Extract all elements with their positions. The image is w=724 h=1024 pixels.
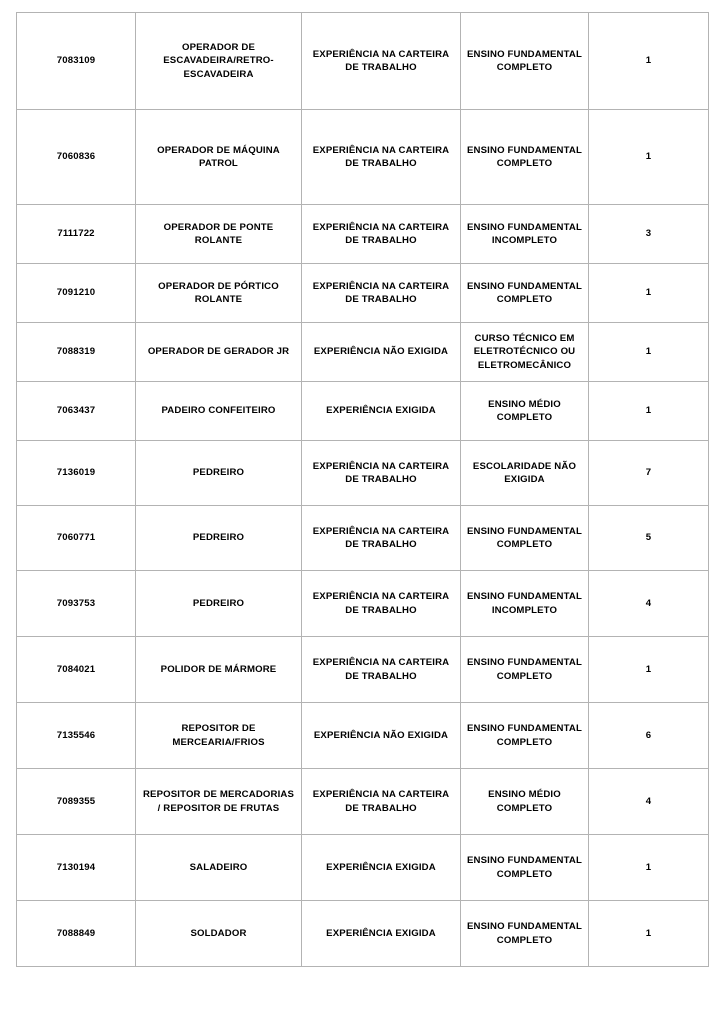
cell-quantidade: 5	[588, 505, 709, 571]
cell-cargo: POLIDOR DE MÁRMORE	[135, 636, 302, 703]
cell-experiencia: EXPERIÊNCIA NA CARTEIRA DE TRABALHO	[301, 768, 461, 835]
cell-codigo: 7088849	[16, 900, 136, 967]
cell-quantidade: 1	[588, 381, 709, 441]
cell-quantidade: 7	[588, 440, 709, 506]
cell-experiencia: EXPERIÊNCIA EXIGIDA	[301, 834, 461, 901]
cell-quantidade: 3	[588, 204, 709, 264]
cell-codigo: 7083109	[16, 12, 136, 110]
cell-experiencia: EXPERIÊNCIA EXIGIDA	[301, 900, 461, 967]
cell-escolaridade: ENSINO FUNDAMENTAL COMPLETO	[460, 900, 589, 967]
cell-escolaridade: ENSINO FUNDAMENTAL INCOMPLETO	[460, 570, 589, 637]
cell-codigo: 7060836	[16, 109, 136, 205]
table-row: 7060771 PEDREIRO EXPERIÊNCIA NA CARTEIRA…	[16, 505, 709, 571]
cell-cargo: OPERADOR DE MÁQUINA PATROL	[135, 109, 302, 205]
cell-escolaridade: ENSINO FUNDAMENTAL COMPLETO	[460, 12, 589, 110]
table-row: 7135546 REPOSITOR DE MERCEARIA/FRIOS EXP…	[16, 702, 709, 769]
vacancies-table-body: 7083109 OPERADOR DE ESCAVADEIRA/RETRO-ES…	[16, 12, 709, 967]
cell-codigo: 7130194	[16, 834, 136, 901]
cell-cargo: PEDREIRO	[135, 570, 302, 637]
cell-cargo: OPERADOR DE PÓRTICO ROLANTE	[135, 263, 302, 323]
cell-quantidade: 1	[588, 12, 709, 110]
cell-escolaridade: ENSINO FUNDAMENTAL COMPLETO	[460, 263, 589, 323]
cell-codigo: 7063437	[16, 381, 136, 441]
cell-escolaridade: CURSO TÉCNICO EM ELETROTÉCNICO OU ELETRO…	[460, 322, 589, 382]
cell-quantidade: 6	[588, 702, 709, 769]
cell-escolaridade: ESCOLARIDADE NÃO EXIGIDA	[460, 440, 589, 506]
cell-codigo: 7088319	[16, 322, 136, 382]
cell-experiencia: EXPERIÊNCIA NA CARTEIRA DE TRABALHO	[301, 636, 461, 703]
table-row: 7063437 PADEIRO CONFEITEIRO EXPERIÊNCIA …	[16, 381, 709, 441]
cell-experiencia: EXPERIÊNCIA NA CARTEIRA DE TRABALHO	[301, 263, 461, 323]
cell-codigo: 7089355	[16, 768, 136, 835]
cell-cargo: SOLDADOR	[135, 900, 302, 967]
cell-codigo: 7111722	[16, 204, 136, 264]
cell-quantidade: 4	[588, 570, 709, 637]
cell-cargo: PEDREIRO	[135, 440, 302, 506]
cell-escolaridade: ENSINO MÉDIO COMPLETO	[460, 381, 589, 441]
cell-quantidade: 1	[588, 636, 709, 703]
cell-experiencia: EXPERIÊNCIA NA CARTEIRA DE TRABALHO	[301, 570, 461, 637]
cell-experiencia: EXPERIÊNCIA NA CARTEIRA DE TRABALHO	[301, 505, 461, 571]
cell-codigo: 7091210	[16, 263, 136, 323]
table-row: 7130194 SALADEIRO EXPERIÊNCIA EXIGIDA EN…	[16, 834, 709, 901]
cell-experiencia: EXPERIÊNCIA NA CARTEIRA DE TRABALHO	[301, 204, 461, 264]
table-row: 7111722 OPERADOR DE PONTE ROLANTE EXPERI…	[16, 204, 709, 264]
cell-cargo: PADEIRO CONFEITEIRO	[135, 381, 302, 441]
cell-cargo: PEDREIRO	[135, 505, 302, 571]
cell-cargo: OPERADOR DE GERADOR JR	[135, 322, 302, 382]
cell-cargo: REPOSITOR DE MERCADORIAS / REPOSITOR DE …	[135, 768, 302, 835]
cell-experiencia: EXPERIÊNCIA NA CARTEIRA DE TRABALHO	[301, 109, 461, 205]
cell-codigo: 7136019	[16, 440, 136, 506]
cell-codigo: 7084021	[16, 636, 136, 703]
cell-quantidade: 1	[588, 834, 709, 901]
cell-escolaridade: ENSINO FUNDAMENTAL COMPLETO	[460, 636, 589, 703]
cell-cargo: OPERADOR DE PONTE ROLANTE	[135, 204, 302, 264]
cell-experiencia: EXPERIÊNCIA NA CARTEIRA DE TRABALHO	[301, 440, 461, 506]
table-row: 7089355 REPOSITOR DE MERCADORIAS / REPOS…	[16, 768, 709, 835]
cell-codigo: 7093753	[16, 570, 136, 637]
table-row: 7088319 OPERADOR DE GERADOR JR EXPERIÊNC…	[16, 322, 709, 382]
cell-escolaridade: ENSINO FUNDAMENTAL INCOMPLETO	[460, 204, 589, 264]
cell-cargo: REPOSITOR DE MERCEARIA/FRIOS	[135, 702, 302, 769]
cell-cargo: OPERADOR DE ESCAVADEIRA/RETRO-ESCAVADEIR…	[135, 12, 302, 110]
cell-quantidade: 1	[588, 900, 709, 967]
cell-codigo: 7060771	[16, 505, 136, 571]
cell-escolaridade: ENSINO FUNDAMENTAL COMPLETO	[460, 834, 589, 901]
table-row: 7091210 OPERADOR DE PÓRTICO ROLANTE EXPE…	[16, 263, 709, 323]
cell-escolaridade: ENSINO FUNDAMENTAL COMPLETO	[460, 505, 589, 571]
cell-experiencia: EXPERIÊNCIA NÃO EXIGIDA	[301, 322, 461, 382]
vacancies-table: 7083109 OPERADOR DE ESCAVADEIRA/RETRO-ES…	[16, 12, 709, 967]
cell-experiencia: EXPERIÊNCIA NA CARTEIRA DE TRABALHO	[301, 12, 461, 110]
cell-escolaridade: ENSINO MÉDIO COMPLETO	[460, 768, 589, 835]
cell-quantidade: 1	[588, 263, 709, 323]
cell-cargo: SALADEIRO	[135, 834, 302, 901]
cell-experiencia: EXPERIÊNCIA EXIGIDA	[301, 381, 461, 441]
cell-quantidade: 1	[588, 322, 709, 382]
table-row: 7084021 POLIDOR DE MÁRMORE EXPERIÊNCIA N…	[16, 636, 709, 703]
cell-experiencia: EXPERIÊNCIA NÃO EXIGIDA	[301, 702, 461, 769]
cell-quantidade: 4	[588, 768, 709, 835]
table-row: 7083109 OPERADOR DE ESCAVADEIRA/RETRO-ES…	[16, 12, 709, 110]
table-row: 7136019 PEDREIRO EXPERIÊNCIA NA CARTEIRA…	[16, 440, 709, 506]
cell-escolaridade: ENSINO FUNDAMENTAL COMPLETO	[460, 109, 589, 205]
table-row: 7088849 SOLDADOR EXPERIÊNCIA EXIGIDA ENS…	[16, 900, 709, 967]
table-row: 7060836 OPERADOR DE MÁQUINA PATROL EXPER…	[16, 109, 709, 205]
cell-codigo: 7135546	[16, 702, 136, 769]
cell-quantidade: 1	[588, 109, 709, 205]
table-row: 7093753 PEDREIRO EXPERIÊNCIA NA CARTEIRA…	[16, 570, 709, 637]
cell-escolaridade: ENSINO FUNDAMENTAL COMPLETO	[460, 702, 589, 769]
